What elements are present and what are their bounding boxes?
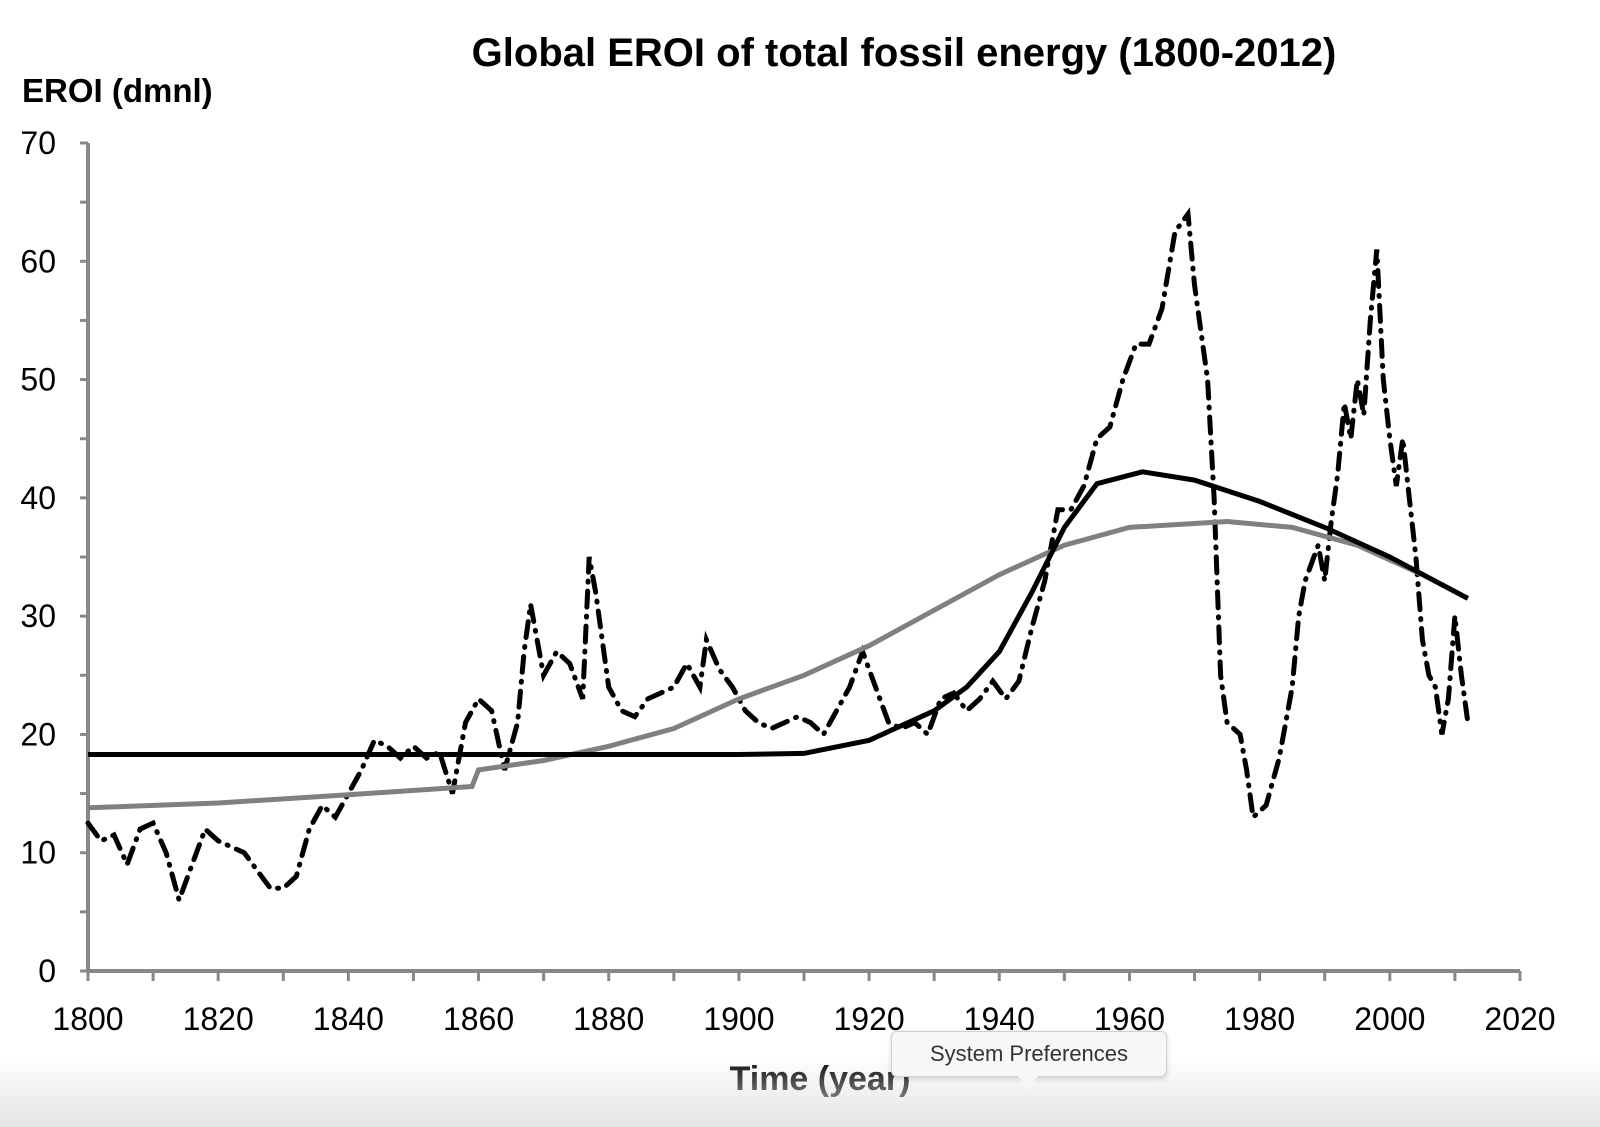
x-axis-label: Time (year) (730, 1060, 911, 1098)
y-tick-label: 50 (20, 362, 56, 398)
x-tick-label: 1800 (52, 1001, 123, 1037)
y-tick-label: 40 (20, 480, 56, 516)
y-axis-label: EROI (dmnl) (22, 72, 213, 109)
y-tick-label: 0 (38, 953, 56, 989)
x-tick-label: 2000 (1354, 1001, 1425, 1037)
y-tick-label: 70 (20, 125, 56, 161)
series-dash-dot (85, 207, 1471, 909)
y-tick-label: 30 (20, 598, 56, 634)
x-tick-label: 1980 (1224, 1001, 1295, 1037)
y-tick-label: 60 (20, 243, 56, 279)
series-solid-gray (87, 518, 1470, 811)
x-tick-label: 1840 (313, 1001, 384, 1037)
system-preferences-tooltip: System Preferences (891, 1031, 1167, 1090)
y-tick-label: 10 (20, 835, 56, 871)
y-tick-label: 20 (20, 716, 56, 752)
x-tick-label: 1860 (443, 1001, 514, 1037)
x-tick-label: 1900 (703, 1001, 774, 1037)
x-tick-label: 1880 (573, 1001, 644, 1037)
x-tick-label: 1820 (183, 1001, 254, 1037)
x-tick-label: 2020 (1484, 1001, 1555, 1037)
series-solid-black (88, 469, 1470, 757)
chart-title: Global EROI of total fossil energy (1800… (472, 31, 1337, 75)
